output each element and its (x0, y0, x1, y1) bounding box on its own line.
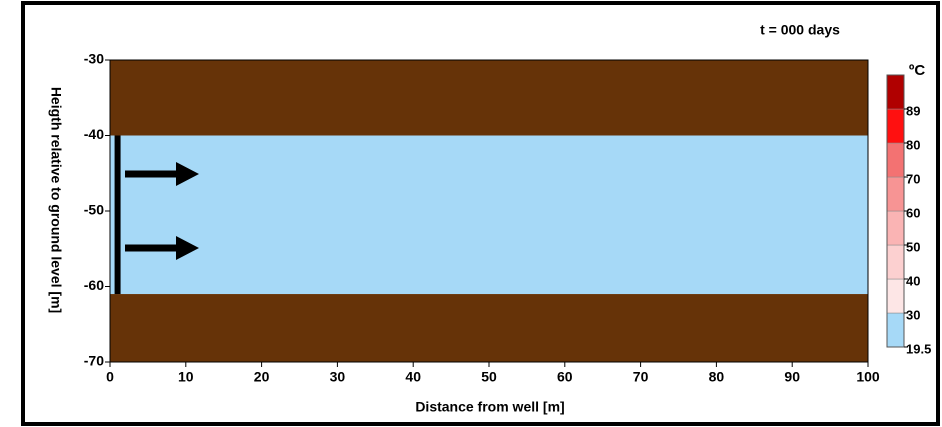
colorbar-tick-label: 89 (906, 103, 920, 118)
well (115, 136, 121, 295)
x-axis-label: Distance from well [m] (415, 399, 564, 415)
colorbar-segment (887, 211, 904, 245)
colorbar-segment (887, 143, 904, 177)
y-tick-label: -40 (84, 126, 104, 142)
x-tick-label: 40 (405, 369, 421, 385)
colorbar-segment (887, 313, 904, 347)
x-tick-label: 10 (178, 369, 194, 385)
colorbar-title: ºC (909, 62, 925, 79)
colorbar-tick-label: 30 (906, 307, 920, 322)
x-tick-label: 60 (557, 369, 573, 385)
x-tick-label: 0 (106, 369, 114, 385)
y-tick-label: -60 (84, 277, 104, 293)
layer (110, 60, 868, 136)
x-tick-label: 30 (330, 369, 346, 385)
colorbar-tick-label: 60 (906, 205, 920, 220)
colorbar-segment (887, 245, 904, 279)
x-tick-label: 20 (254, 369, 270, 385)
x-tick-label: 50 (481, 369, 497, 385)
layer (110, 294, 868, 362)
layer (110, 136, 868, 295)
colorbar-tick-label: 70 (906, 171, 920, 186)
colorbar-segment (887, 75, 904, 109)
colorbar-segment (887, 177, 904, 211)
colorbar-tick-label: 50 (906, 239, 920, 254)
y-tick-label: -70 (84, 353, 104, 369)
x-tick-label: 70 (633, 369, 649, 385)
chart: t = 000 days Distance from well [m] Heig… (0, 0, 942, 427)
colorbar-segment (887, 109, 904, 143)
colorbar-segment (887, 279, 904, 313)
x-tick-label: 90 (784, 369, 800, 385)
x-tick-label: 80 (709, 369, 725, 385)
colorbar-tick-label: 80 (906, 137, 920, 152)
y-axis-label: Heigth relative to ground level [m] (48, 87, 64, 313)
x-tick-label: 100 (856, 369, 880, 385)
chart-title: t = 000 days (760, 22, 840, 38)
page: {"chart_data": {"type": "layers", "title… (0, 0, 942, 427)
colorbar-tick-label: 19.5 (906, 341, 931, 356)
y-tick-label: -30 (84, 51, 104, 67)
colorbar-tick-label: 40 (906, 273, 920, 288)
y-tick-label: -50 (84, 202, 104, 218)
plot: 0 10 20 30 40 50 60 70 80 90 100 -30 -40 -50 -60 -70 19.… (84, 51, 932, 385)
